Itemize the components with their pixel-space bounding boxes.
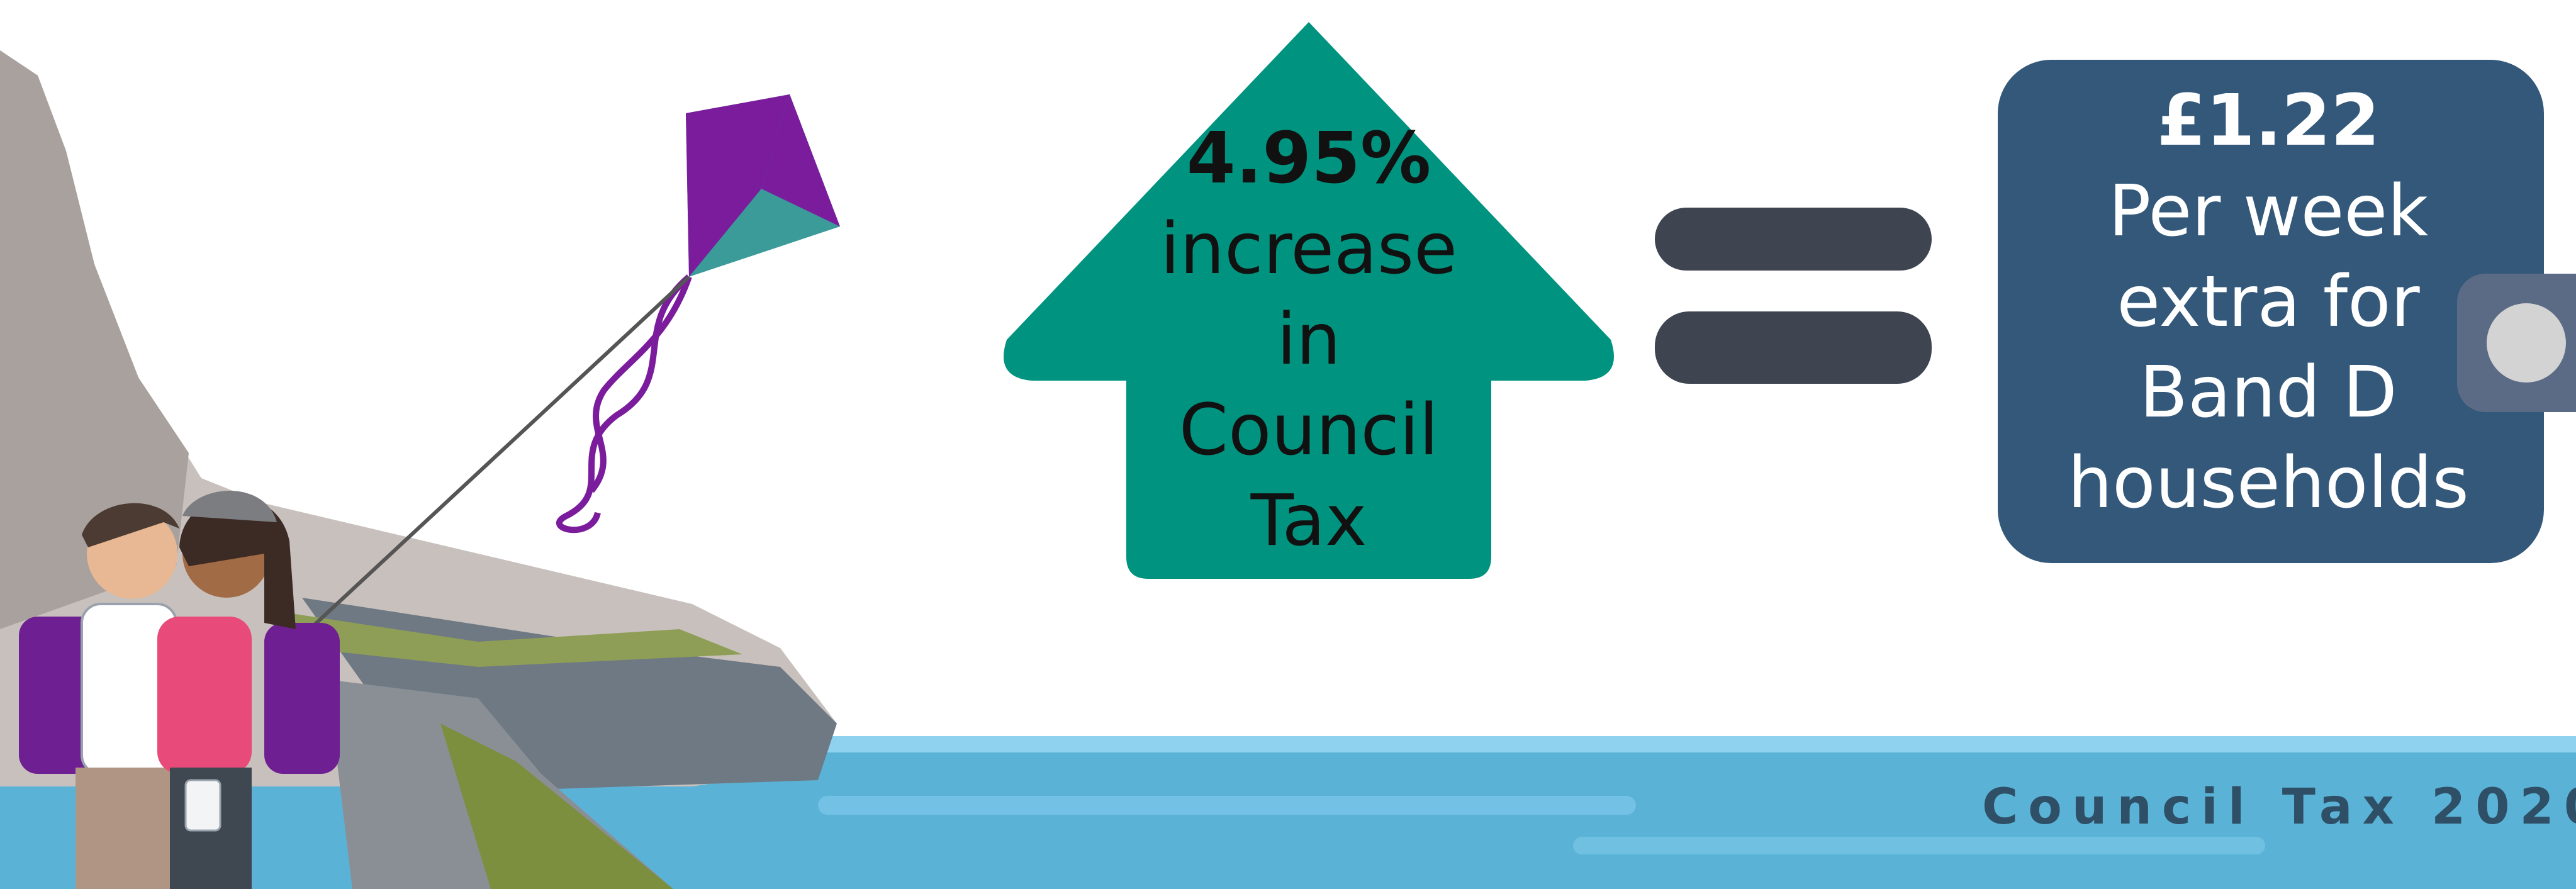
- friend-beanie: [182, 491, 277, 522]
- footer-title: Council Tax 2020/: [1982, 779, 2576, 836]
- weekly-amount: £1.22: [2156, 80, 2380, 162]
- kite-string: [288, 275, 691, 650]
- arrow-label-line-3: Council: [1179, 389, 1439, 471]
- cliff-grass: [271, 610, 742, 667]
- arrow-label-line-4: Tax: [1250, 480, 1367, 562]
- arrow-label-line-2: in: [1276, 299, 1341, 381]
- hiker-hair: [82, 503, 179, 547]
- value-box-label: £1.22 Per week extra for Band D househol…: [2001, 75, 2536, 528]
- sea-highlight-2: [1573, 837, 2265, 854]
- hikers-illustration: [19, 491, 340, 889]
- friend-hair: [179, 496, 296, 629]
- equals-icon: [1655, 208, 1932, 384]
- arrow-label-line-1: increase: [1160, 208, 1458, 290]
- value-box-line-4: households: [2068, 442, 2469, 524]
- toggle-knob-icon: [2457, 274, 2576, 412]
- backpack-left: [19, 617, 101, 774]
- hiker-trousers: [76, 768, 170, 889]
- arrow-up-icon: [1004, 22, 1614, 579]
- value-box: [1998, 60, 2544, 563]
- value-box-line-2: extra for: [2117, 261, 2420, 343]
- cliff-face: [0, 50, 189, 629]
- backpack-right: [264, 623, 340, 774]
- increase-percentage: 4.95%: [1186, 118, 1431, 199]
- value-box-line-3: Band D: [2139, 352, 2397, 433]
- kite-icon: [288, 94, 840, 650]
- cliff-back: [0, 50, 837, 786]
- phone: [184, 779, 221, 832]
- friend-jacket: [157, 617, 252, 774]
- value-box-line-1: Per week: [2108, 171, 2429, 252]
- arrow-label: 4.95% increase in Council Tax: [1107, 113, 1510, 566]
- foreground-grass: [440, 724, 673, 889]
- sea-highlight-1: [818, 796, 1636, 815]
